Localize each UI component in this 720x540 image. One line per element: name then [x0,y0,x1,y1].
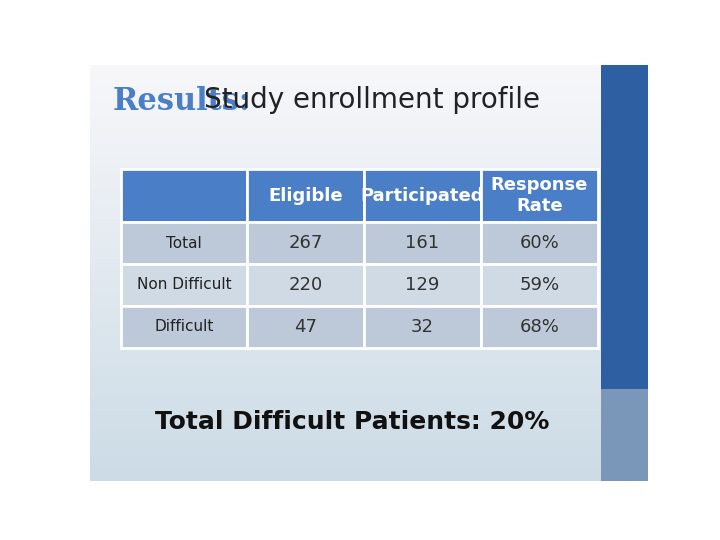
Text: 161: 161 [405,234,439,252]
Bar [481,169,598,222]
Text: 32: 32 [411,318,434,336]
Text: Study enrollment profile: Study enrollment profile [204,85,541,113]
Text: 59%: 59% [519,276,559,294]
Text: Participated: Participated [361,186,484,205]
Bar [481,222,598,264]
Bar [121,306,247,348]
Text: Eligible: Eligible [269,186,343,205]
Text: 60%: 60% [519,234,559,252]
Bar [364,222,481,264]
Bar [247,222,364,264]
Text: 129: 129 [405,276,440,294]
Bar [247,306,364,348]
Text: 220: 220 [289,276,323,294]
Text: Non Difficult: Non Difficult [137,278,231,293]
Text: Total Difficult Patients: 20%: Total Difficult Patients: 20% [155,410,549,434]
Bar [600,65,648,481]
Bar [121,222,247,264]
Text: 267: 267 [289,234,323,252]
Text: Results:: Results: [112,85,251,117]
Bar [364,264,481,306]
Bar [481,264,598,306]
Bar [600,389,648,481]
Text: Total: Total [166,236,202,251]
Bar [121,264,247,306]
Bar [364,169,481,222]
Bar [247,264,364,306]
Text: 47: 47 [294,318,317,336]
Bar [121,169,247,222]
Bar [481,306,598,348]
Text: Response
Rate: Response Rate [490,176,588,215]
Text: Difficult: Difficult [154,319,214,334]
Bar [247,169,364,222]
Text: 68%: 68% [519,318,559,336]
Bar [364,306,481,348]
